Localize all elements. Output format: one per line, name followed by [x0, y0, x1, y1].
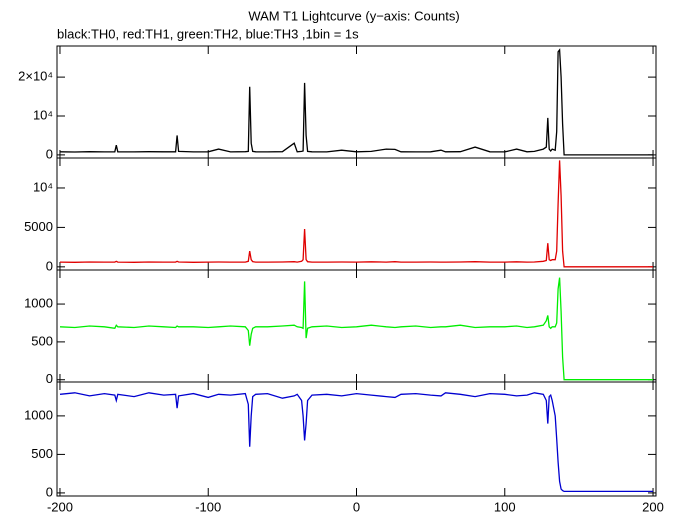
- lightcurve-line: [59, 392, 653, 493]
- y-tick-label: 0: [46, 258, 53, 273]
- x-tick-label: 100: [494, 499, 516, 514]
- x-tick-label: -100: [195, 499, 221, 514]
- panel-frame: [56, 45, 657, 159]
- lightcurve-line: [59, 48, 653, 156]
- y-tick-label: 0: [46, 371, 53, 386]
- panel-frame: [56, 157, 657, 271]
- y-tick-label: 2×10⁴: [18, 69, 53, 84]
- y-tick-label: 5000: [24, 219, 53, 234]
- lightcurve-line: [59, 160, 653, 268]
- x-tick-label: 200: [642, 499, 664, 514]
- y-tick-label: 1000: [24, 407, 53, 422]
- y-tick-label: 500: [31, 333, 53, 348]
- x-tick-label: 0: [353, 499, 360, 514]
- chart-title: WAM T1 Lightcurve (y−axis: Counts): [248, 8, 459, 23]
- y-tick-label: 1000: [24, 295, 53, 310]
- chart-subtitle: black:TH0, red:TH1, green:TH2, blue:TH3 …: [57, 26, 359, 41]
- lightcurve-line: [59, 277, 653, 381]
- x-tick-label: -200: [47, 499, 73, 514]
- y-tick-label: 500: [31, 446, 53, 461]
- y-tick-label: 0: [46, 146, 53, 161]
- y-tick-label: 0: [46, 484, 53, 499]
- y-tick-label: 10⁴: [33, 107, 53, 122]
- panel-frame: [56, 381, 657, 497]
- y-tick-label: 10⁴: [33, 179, 53, 194]
